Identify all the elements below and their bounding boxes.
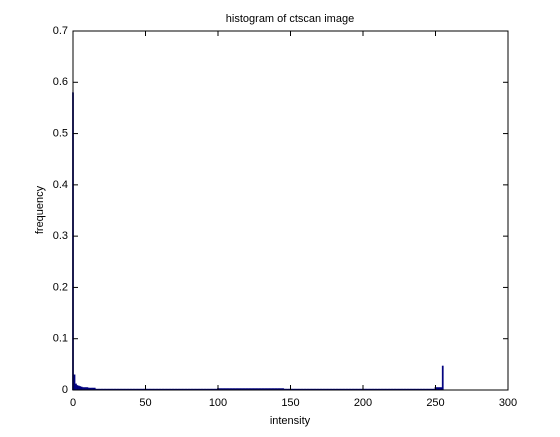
x-tick-label: 300 bbox=[499, 397, 517, 409]
y-axis-label: frequency bbox=[34, 185, 46, 234]
x-tick-label: 200 bbox=[354, 397, 372, 409]
x-tick-label: 0 bbox=[70, 397, 76, 409]
bar bbox=[76, 385, 79, 391]
bar bbox=[441, 365, 444, 391]
x-tick-label: 100 bbox=[209, 397, 227, 409]
y-tick-label: 0.1 bbox=[53, 333, 68, 345]
x-axis-label: intensity bbox=[270, 415, 311, 427]
y-tick-label: 0.2 bbox=[53, 281, 68, 293]
bar bbox=[77, 385, 80, 391]
y-tick-label: 0.6 bbox=[53, 76, 68, 88]
bar bbox=[75, 383, 77, 391]
bar bbox=[79, 386, 82, 391]
x-tick-label: 150 bbox=[281, 397, 299, 409]
plot-area bbox=[73, 31, 508, 390]
bar bbox=[73, 374, 76, 391]
x-tick-label: 50 bbox=[139, 397, 151, 409]
y-tick-label: 0.3 bbox=[53, 230, 68, 242]
y-tick-label: 0.5 bbox=[53, 127, 68, 139]
y-tick-label: 0.7 bbox=[53, 25, 68, 37]
x-tick-label: 250 bbox=[426, 397, 444, 409]
y-tick-label: 0 bbox=[62, 384, 68, 396]
y-tick-label: 0.4 bbox=[53, 179, 68, 191]
chart-title: histogram of ctscan image bbox=[226, 13, 354, 25]
